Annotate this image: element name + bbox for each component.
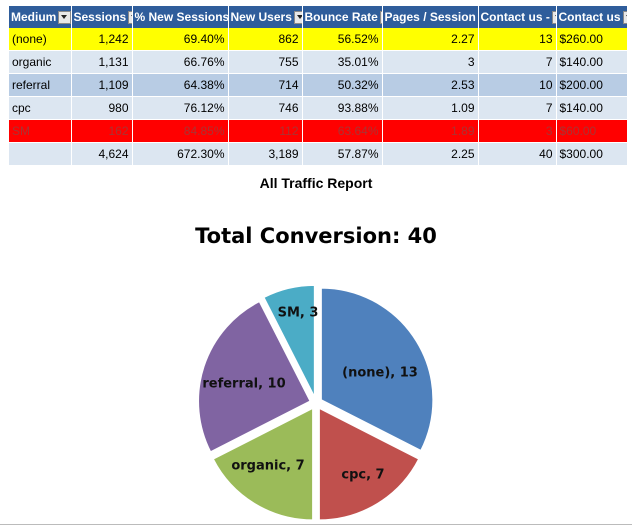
pie-slice-label: organic, 7 xyxy=(231,459,304,474)
table-cell[interactable]: 746 xyxy=(228,96,303,120)
table-cell[interactable]: 66.76% xyxy=(132,50,229,74)
report-title: All Traffic Report xyxy=(259,175,373,191)
header-bounce-rate[interactable]: Bounce Rate xyxy=(302,6,383,28)
pie-slice-label: referral, 10 xyxy=(202,377,285,392)
header-label: % New Sessions xyxy=(134,9,228,24)
header-label: Bounce Rate xyxy=(304,9,378,24)
header-label: Sessions xyxy=(73,9,127,24)
table-cell[interactable]: 3 xyxy=(478,119,557,143)
table-cell[interactable]: 1.09 xyxy=(382,96,479,120)
table-cell[interactable]: 10 xyxy=(478,73,557,97)
filter-dropdown-icon[interactable] xyxy=(58,11,70,25)
pie-slice-label: SM, 3 xyxy=(278,306,319,321)
traffic-table-container: Medium Sessions % New Sessions New Users… xyxy=(9,6,628,166)
table-cell[interactable]: 56.52% xyxy=(302,28,383,51)
table-row: (none) 1,242 69.40% 862 56.52% 2.27 13 $… xyxy=(9,28,628,51)
table-cell[interactable]: 64.38% xyxy=(132,73,229,97)
table-cell[interactable]: 755 xyxy=(228,50,303,74)
table-cell[interactable]: $60.00 xyxy=(556,119,628,143)
table-row: cpc 980 76.12% 746 93.88% 1.09 7 $140.00 xyxy=(9,96,628,120)
table-cell[interactable]: 862 xyxy=(228,28,303,51)
table-cell[interactable]: 57.87% xyxy=(302,142,383,166)
pie-slice-organic[interactable] xyxy=(212,406,314,521)
table-cell[interactable]: SM xyxy=(9,119,72,143)
header-new-users[interactable]: New Users xyxy=(228,6,303,28)
header-sessions[interactable]: Sessions xyxy=(71,6,133,28)
table-row: organic 1,131 66.76% 755 35.01% 3 7 $140… xyxy=(9,50,628,74)
table-cell[interactable]: $300.00 xyxy=(556,142,628,166)
filter-dropdown-icon[interactable] xyxy=(551,11,555,25)
header-medium[interactable]: Medium xyxy=(9,6,72,28)
pie-slice-cpc[interactable] xyxy=(318,406,420,521)
table-cell[interactable]: 40 xyxy=(478,142,557,166)
table-cell[interactable]: 1,131 xyxy=(71,50,133,74)
table-cell[interactable]: 2.53 xyxy=(382,73,479,97)
filter-dropdown-icon[interactable] xyxy=(622,11,626,25)
pie-slice-label: (none), 13 xyxy=(342,366,418,381)
table-cell[interactable]: 7 xyxy=(478,50,557,74)
header-label: New Users xyxy=(230,9,292,24)
table-cell[interactable]: referral xyxy=(9,73,72,97)
header-label: Pages / Session xyxy=(384,9,476,24)
table-row: referral 1,109 64.38% 714 50.32% 2.53 10… xyxy=(9,73,628,97)
header-label: Medium xyxy=(11,9,57,24)
header-label: Contact us xyxy=(558,9,621,24)
table-cell[interactable]: 2.25 xyxy=(382,142,479,166)
table-row: SM 162 84.85% 112 63.64% 1.89 3 $60.00 xyxy=(9,119,628,143)
filter-dropdown-icon[interactable] xyxy=(379,11,381,25)
table-header-row: Medium Sessions % New Sessions New Users… xyxy=(9,6,628,28)
table-cell[interactable]: 76.12% xyxy=(132,96,229,120)
table-cell[interactable]: $200.00 xyxy=(556,73,628,97)
table-cell[interactable]: 63.64% xyxy=(302,119,383,143)
filter-dropdown-icon[interactable] xyxy=(293,11,301,25)
table-cell[interactable]: 3,189 xyxy=(228,142,303,166)
table-cell[interactable]: 2.27 xyxy=(382,28,479,51)
table-cell[interactable]: organic xyxy=(9,50,72,74)
table-cell[interactable]: 1,242 xyxy=(71,28,133,51)
table-cell[interactable]: 50.32% xyxy=(302,73,383,97)
header-pages-session[interactable]: Pages / Session xyxy=(382,6,479,28)
table-cell[interactable]: 4,624 xyxy=(71,142,133,166)
table-cell[interactable]: $260.00 xyxy=(556,28,628,51)
divider xyxy=(0,524,632,525)
table-cell[interactable]: 162 xyxy=(71,119,133,143)
table-cell[interactable]: $140.00 xyxy=(556,96,628,120)
table-cell[interactable]: $140.00 xyxy=(556,50,628,74)
table-cell[interactable]: cpc xyxy=(9,96,72,120)
traffic-table: Medium Sessions % New Sessions New Users… xyxy=(9,6,628,166)
pie-slice-referral[interactable] xyxy=(197,300,312,454)
table-cell[interactable]: 7 xyxy=(478,96,557,120)
table-cell[interactable]: 84.85% xyxy=(132,119,229,143)
header-new-sessions[interactable]: % New Sessions xyxy=(132,6,229,28)
table-cell[interactable] xyxy=(9,142,72,166)
pie-slice-none[interactable] xyxy=(320,287,434,452)
table-cell[interactable]: 1.89 xyxy=(382,119,479,143)
pie-slice-label: cpc, 7 xyxy=(341,468,384,483)
table-cell[interactable]: (none) xyxy=(9,28,72,51)
table-total-row: 4,624 672.30% 3,189 57.87% 2.25 40 $300.… xyxy=(9,142,628,166)
header-label: Contact us - xyxy=(480,9,550,24)
table-cell[interactable]: 980 xyxy=(71,96,133,120)
table-cell[interactable]: 112 xyxy=(228,119,303,143)
table-cell[interactable]: 672.30% xyxy=(132,142,229,166)
table-cell[interactable]: 35.01% xyxy=(302,50,383,74)
table-cell[interactable]: 13 xyxy=(478,28,557,51)
header-contact-us-value[interactable]: Contact us xyxy=(556,6,628,28)
table-cell[interactable]: 93.88% xyxy=(302,96,383,120)
table-cell[interactable]: 3 xyxy=(382,50,479,74)
chart-title: Total Conversion: 40 xyxy=(195,224,437,248)
header-contact-us-count[interactable]: Contact us - xyxy=(478,6,557,28)
pie-slice-sm[interactable] xyxy=(262,284,316,398)
table-cell[interactable]: 69.40% xyxy=(132,28,229,51)
table-cell[interactable]: 1,109 xyxy=(71,73,133,97)
table-cell[interactable]: 714 xyxy=(228,73,303,97)
filter-dropdown-icon[interactable] xyxy=(128,11,131,25)
